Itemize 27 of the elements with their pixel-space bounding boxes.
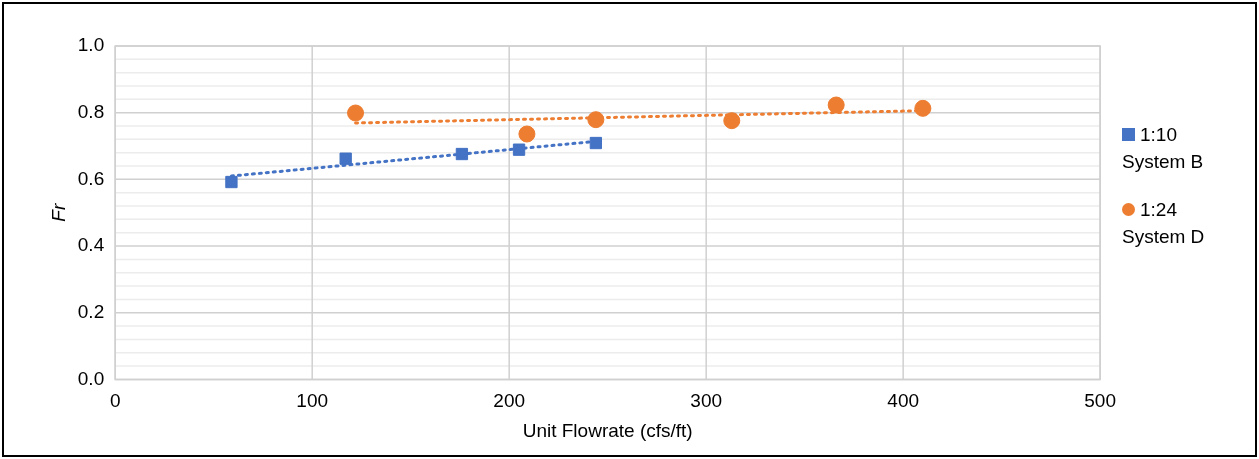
x-tick-label: 500 — [1084, 390, 1116, 412]
point — [587, 111, 605, 129]
point — [914, 99, 932, 117]
y-tick-label: 0.0 — [77, 367, 105, 389]
point — [827, 96, 845, 114]
y-tick-label: 0.4 — [77, 234, 105, 256]
point — [225, 175, 238, 189]
y-tick-label: 0.8 — [77, 100, 105, 122]
point — [518, 125, 536, 143]
x-tick-label: 300 — [690, 390, 723, 412]
x-tick-label: 400 — [887, 390, 920, 412]
y-tick-label: 1.0 — [77, 34, 105, 56]
point — [339, 152, 352, 165]
legend-label: 1:10 System B — [1122, 124, 1205, 174]
x-tick-label: 200 — [493, 390, 526, 412]
point — [347, 104, 365, 122]
x-tick-label: 100 — [296, 390, 329, 412]
point — [512, 143, 526, 156]
y-axis-title: Fr — [47, 203, 69, 222]
point — [589, 136, 603, 150]
point — [455, 147, 469, 161]
x-tick-label: 0 — [109, 390, 121, 412]
x-axis-title: Unit Flowrate (cfs/ft) — [522, 419, 693, 441]
point — [723, 112, 741, 130]
legend-label: 1:24 System D — [1122, 199, 1205, 249]
y-tick-label: 0.2 — [77, 300, 105, 322]
y-tick-label: 0.6 — [77, 167, 105, 189]
